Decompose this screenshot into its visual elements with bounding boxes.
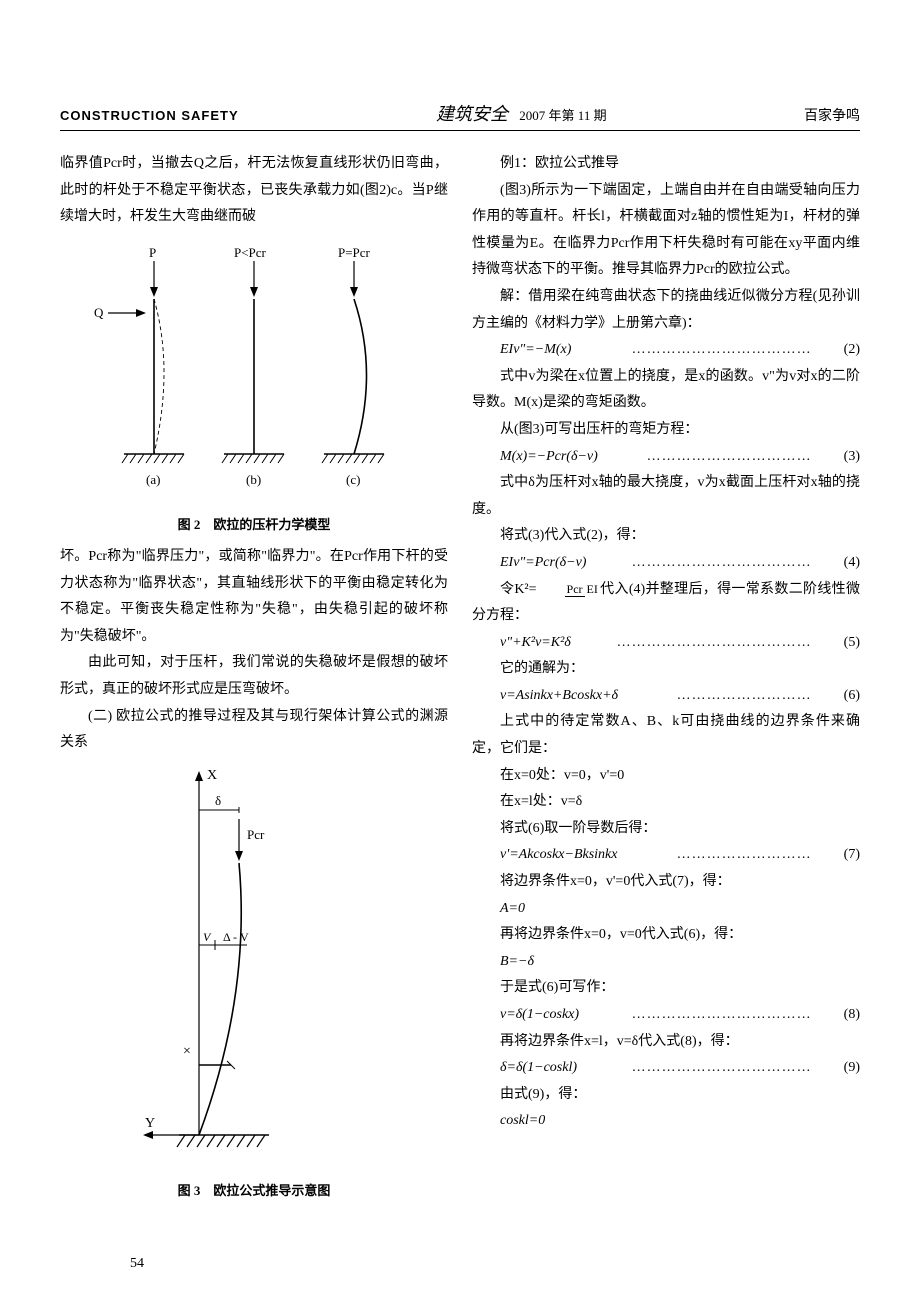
eq9-body: δ=δ(1−coskl) [472, 1055, 604, 1082]
eq6-body: v=Asinkx+Bcoskx+δ [472, 683, 649, 710]
columns: 临界值Pcr时，当撤去Q之后，杆无法恢复直线形状仍旧弯曲，此时的杆处于不稳定平衡… [60, 151, 860, 1210]
eq2-num: (2) [812, 337, 860, 364]
fig2-svg: P Q (a) P<Pcr [94, 239, 414, 499]
eq7: v'=Akcoskx−Bksinkx ……………………… (7) [472, 842, 860, 869]
right-column: 例1：欧拉公式推导 (图3)所示为一下端固定，上端自由并在自由端受轴向压力作用的… [472, 151, 860, 1210]
left-column: 临界值Pcr时，当撤去Q之后，杆无法恢复直线形状仍旧弯曲，此时的杆处于不稳定平衡… [60, 151, 448, 1210]
journal-name: 建筑安全 [436, 104, 508, 124]
fig2-label-a: (a) [146, 472, 160, 487]
eq3-dots: …………………………… [619, 444, 812, 471]
eq9-num: (9) [812, 1055, 860, 1082]
r-p14: 再将边界条件x=l，v=δ代入式(8)，得： [472, 1029, 860, 1056]
fig2-caption: 图 2 欧拉的压杆力学模型 [60, 513, 448, 538]
left-p2: 坏。Pcr称为"临界压力"，或简称"临界力"。在Pcr作用下杆的受力状态称为"临… [60, 544, 448, 650]
eq3: M(x)=−Pcr(δ−v) …………………………… (3) [472, 444, 860, 471]
fig3-dv: Δ - V [223, 930, 249, 944]
r-p8: 它的通解为： [472, 656, 860, 683]
ex1: 例1：欧拉公式推导 [472, 151, 860, 178]
r-p7: 令K²=PcrEI代入(4)并整理后，得一常系数二阶线性微分方程： [472, 577, 860, 630]
fig2-label-c: (c) [346, 472, 360, 487]
bd: B=−δ [472, 949, 860, 976]
eq2-dots: ……………………………… [604, 337, 812, 364]
fig3-x: X [207, 768, 217, 783]
figure-2: P Q (a) P<Pcr [60, 239, 448, 538]
eq9-dots: ……………………………… [604, 1055, 812, 1082]
r-p9: 上式中的待定常数A、B、k可由挠曲线的边界条件来确定，它们是： [472, 709, 860, 762]
fig3-delta: δ [215, 793, 221, 808]
frac-k2: PcrEI [537, 583, 600, 596]
left-p3: 由此可知，对于压杆，我们常说的失稳破坏是假想的破坏形式，真正的破坏形式应是压弯破… [60, 650, 448, 703]
r-p12: 再将边界条件x=0，v=0代入式(6)，得： [472, 922, 860, 949]
eq5-num: (5) [812, 630, 860, 657]
section-name: 百家争鸣 [804, 105, 860, 125]
bc2: 在x=l处：v=δ [472, 789, 860, 816]
eq6-num: (6) [812, 683, 860, 710]
eq8-body: v=δ(1−coskx) [472, 1002, 604, 1029]
eq7-dots: ……………………… [649, 842, 812, 869]
bc1: 在x=0处：v=0，v'=0 [472, 763, 860, 790]
fig3-caption: 图 3 欧拉公式推导示意图 [60, 1179, 448, 1204]
eq5-body: v"+K²v=K²δ [472, 630, 589, 657]
fig2-label-b: (b) [246, 472, 261, 487]
eq8-dots: ……………………………… [604, 1002, 812, 1029]
r-p7a: 令K²= [500, 582, 537, 597]
r-p6: 将式(3)代入式(2)，得： [472, 523, 860, 550]
fig2-label-q: Q [94, 305, 104, 320]
eq2: EIv"=−M(x) ……………………………… (2) [472, 337, 860, 364]
r-p11: 将边界条件x=0，v'=0代入式(7)，得： [472, 869, 860, 896]
fig3-pcr: Pcr [247, 827, 265, 842]
eq8-num: (8) [812, 1002, 860, 1029]
left-p1: 临界值Pcr时，当撤去Q之后，杆无法恢复直线形状仍旧弯曲，此时的杆处于不稳定平衡… [60, 151, 448, 231]
r-p5: 式中δ为压杆对x轴的最大挠度，v为x截面上压杆对x轴的挠度。 [472, 470, 860, 523]
fig2-label-plt: P<Pcr [234, 245, 267, 260]
fig3-y: Y [145, 1116, 155, 1131]
page-number: 54 [130, 1256, 144, 1272]
eq6: v=Asinkx+Bcoskx+δ ……………………… (6) [472, 683, 860, 710]
fig3-v: V [203, 930, 212, 944]
eq4-num: (4) [812, 550, 860, 577]
issue: 2007 年第 11 期 [519, 108, 606, 123]
eq5-dots: ………………………………… [589, 630, 812, 657]
eq4: EIv"=Pcr(δ−v) ……………………………… (4) [472, 550, 860, 577]
eq2-body: EIv"=−M(x) [472, 337, 604, 364]
eq6-dots: ……………………… [649, 683, 812, 710]
page-header: CONSTRUCTION SAFETY 建筑安全 2007 年第 11 期 百家… [60, 100, 860, 131]
coskl: coskl=0 [472, 1108, 860, 1135]
r-p3: 式中v为梁在x位置上的挠度，是x的函数。v"为v对x的二阶导数。M(x)是梁的弯… [472, 364, 860, 417]
eq4-body: EIv"=Pcr(δ−v) [472, 550, 604, 577]
eq3-body: M(x)=−Pcr(δ−v) [472, 444, 619, 471]
eq5: v"+K²v=K²δ ………………………………… (5) [472, 630, 860, 657]
left-p4: (二) 欧拉公式的推导过程及其与现行架体计算公式的渊源关系 [60, 704, 448, 757]
figure-3: X Y δ Pcr V Δ - V [60, 765, 448, 1204]
eq8: v=δ(1−coskx) ……………………………… (8) [472, 1002, 860, 1029]
r-p2: 解：借用梁在纯弯曲状态下的挠曲线近似微分方程(见孙训方主编的《材料力学》上册第六… [472, 284, 860, 337]
eq4-dots: ……………………………… [604, 550, 812, 577]
fig2-label-p: P [149, 245, 156, 260]
header-center: 建筑安全 2007 年第 11 期 [239, 100, 804, 126]
r-p10: 将式(6)取一阶导数后得： [472, 816, 860, 843]
r-p1: (图3)所示为一下端固定，上端自由并在自由端受轴向压力作用的等直杆。杆长l，杆横… [472, 178, 860, 284]
eq7-num: (7) [812, 842, 860, 869]
fig2-label-peq: P=Pcr [338, 245, 371, 260]
r-p4: 从(图3)可写出压杆的弯矩方程： [472, 417, 860, 444]
fig3-svg: X Y δ Pcr V Δ - V [139, 765, 369, 1165]
fig3-xmark: × [183, 1044, 191, 1059]
eq3-num: (3) [812, 444, 860, 471]
r-p15: 由式(9)，得： [472, 1082, 860, 1109]
r-p13: 于是式(6)可写作： [472, 975, 860, 1002]
header-left: CONSTRUCTION SAFETY [60, 108, 239, 123]
eq7-body: v'=Akcoskx−Bksinkx [472, 842, 649, 869]
a0: A=0 [472, 896, 860, 923]
eq9: δ=δ(1−coskl) ……………………………… (9) [472, 1055, 860, 1082]
